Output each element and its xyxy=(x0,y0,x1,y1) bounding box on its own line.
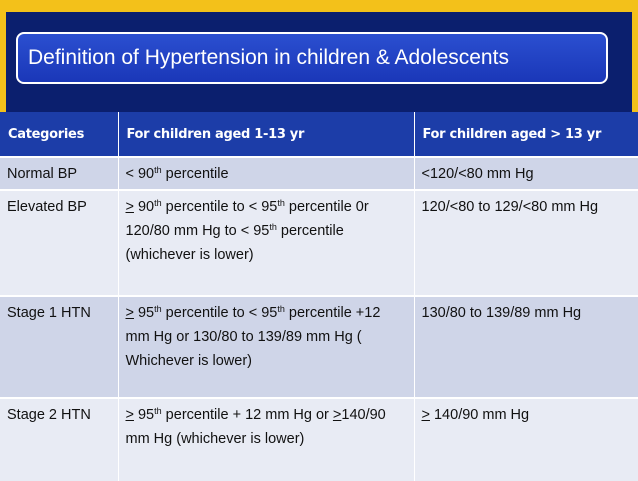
header-children-over-13: For children aged > 13 yr xyxy=(414,112,638,157)
category-cell: Stage 2 HTN xyxy=(0,397,119,481)
table-row: Normal BP < 90th percentile <120/<80 mm … xyxy=(0,156,638,190)
superscript: th xyxy=(154,198,162,208)
category-cell: Elevated BP xyxy=(0,189,119,296)
criteria-text: percentile to < 95 xyxy=(161,199,278,215)
category-cell: Normal BP xyxy=(0,156,119,190)
superscript: th xyxy=(154,165,162,175)
ge-symbol: > xyxy=(332,407,342,423)
adolescent-criteria-cell: 120/<80 to 129/<80 mm Hg xyxy=(414,189,638,296)
children-criteria-cell: > 90th percentile to < 95th percentile 0… xyxy=(118,189,415,296)
table-row: Stage 1 HTN > 95th percentile to < 95th … xyxy=(0,295,638,398)
criteria-text: < 90 xyxy=(125,166,155,182)
table-row: Elevated BP > 90th percentile to < 95th … xyxy=(0,189,638,296)
category-cell: Stage 1 HTN xyxy=(0,295,119,398)
criteria-text: percentile +12 mm Hg or 130/80 to 139/89… xyxy=(125,305,381,369)
criteria-text: percentile 0r 120/80 mm Hg to < 95 xyxy=(125,199,369,239)
criteria-text: 140/90 mm Hg xyxy=(429,407,530,423)
superscript: th xyxy=(277,304,285,314)
table-container: Categories For children aged 1-13 yr For… xyxy=(0,112,638,481)
superscript: th xyxy=(277,198,285,208)
hypertension-table: Categories For children aged 1-13 yr For… xyxy=(0,112,638,481)
criteria-text: 95 xyxy=(133,407,155,423)
criteria-text: percentile + 12 mm Hg or xyxy=(161,407,333,423)
children-criteria-cell: > 95th percentile to < 95th percentile +… xyxy=(118,295,415,398)
criteria-text: 140/90 mm Hg (whichever is lower) xyxy=(125,407,386,447)
criteria-text: percentile to < 95 xyxy=(161,305,278,321)
table-header-row: Categories For children aged 1-13 yr For… xyxy=(0,112,638,157)
header-children-1-13: For children aged 1-13 yr xyxy=(118,112,415,157)
adolescent-criteria-cell: <120/<80 mm Hg xyxy=(414,156,638,190)
adolescent-criteria-cell: > 140/90 mm Hg xyxy=(414,397,638,481)
children-criteria-cell: > 95th percentile + 12 mm Hg or >140/90 … xyxy=(118,397,415,481)
superscript: th xyxy=(269,222,277,232)
ge-symbol: > xyxy=(125,407,134,423)
ge-symbol: > xyxy=(421,407,430,423)
ge-symbol: > xyxy=(125,199,134,215)
superscript: th xyxy=(154,406,162,416)
criteria-text: 90 xyxy=(133,199,155,215)
slide-title: Definition of Hypertension in children &… xyxy=(16,32,608,84)
superscript: th xyxy=(154,304,162,314)
adolescent-criteria-cell: 130/80 to 139/89 mm Hg xyxy=(414,295,638,398)
ge-symbol: > xyxy=(125,305,134,321)
criteria-text: percentile xyxy=(161,166,229,182)
criteria-text: percentile (whichever is lower) xyxy=(125,223,344,263)
header-categories: Categories xyxy=(0,112,119,157)
children-criteria-cell: < 90th percentile xyxy=(118,156,415,190)
criteria-text: 95 xyxy=(133,305,155,321)
table-row: Stage 2 HTN > 95th percentile + 12 mm Hg… xyxy=(0,397,638,481)
